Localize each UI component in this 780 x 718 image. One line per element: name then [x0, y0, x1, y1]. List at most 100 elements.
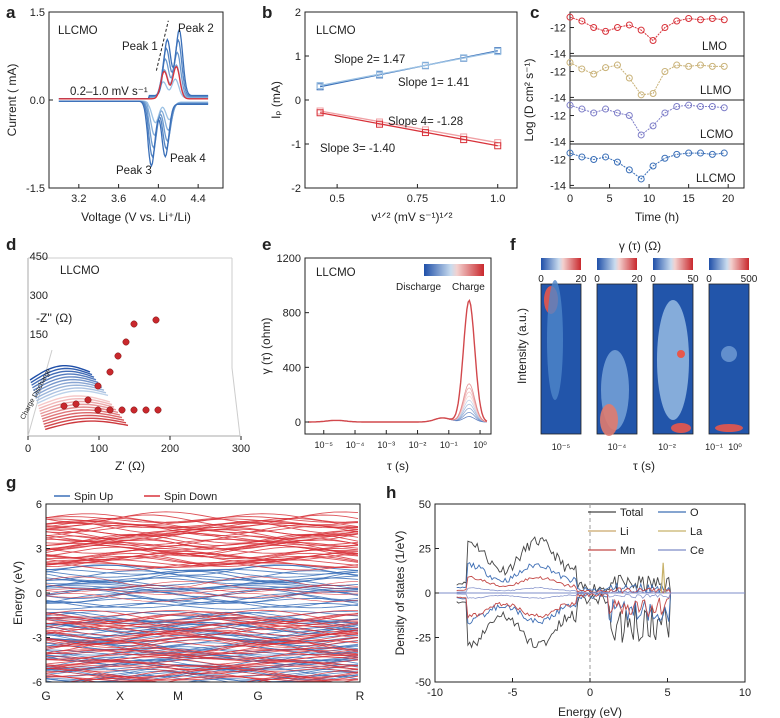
- fit-line: [319, 110, 498, 144]
- impedance-sphere: [72, 400, 80, 408]
- band-line: [46, 522, 359, 529]
- impedance-sphere: [122, 338, 130, 346]
- band-line: [46, 552, 359, 566]
- band-line: [46, 550, 359, 561]
- x-tick-label: 300: [232, 443, 250, 455]
- band-line: [46, 528, 359, 540]
- diffusion-point: [661, 24, 669, 32]
- panel-g-ylabel: Energy (eV): [11, 561, 25, 625]
- y-tick-label: 0: [295, 417, 301, 429]
- x-tick-label: 3.2: [71, 193, 86, 205]
- band-line: [46, 649, 359, 656]
- panel-b-plot: 0.5 0.75 1.0 -2 -1 0 1 2: [291, 7, 505, 205]
- impedance-sphere: [118, 406, 126, 414]
- data-point: [316, 109, 324, 117]
- band-line: [46, 511, 359, 523]
- band-line: [46, 664, 359, 670]
- impedance-sphere: [154, 406, 162, 414]
- panel-e-letter: e: [262, 235, 271, 254]
- diffusion-point: [578, 17, 586, 25]
- colorbar-max-label: 500: [741, 274, 758, 285]
- impedance-sphere: [106, 406, 114, 414]
- la-dos-peak: [660, 562, 666, 594]
- band-line: [46, 591, 359, 598]
- band-line: [46, 622, 359, 635]
- band-line: [46, 570, 359, 581]
- diffusion-series-line: [569, 152, 725, 180]
- diffusion-point: [625, 21, 633, 29]
- band-line: [46, 675, 359, 682]
- band-line: [46, 621, 359, 631]
- fit-line: [319, 50, 498, 87]
- x-tick-label: 0: [567, 193, 573, 205]
- panel-a-cv-curves: [58, 20, 209, 168]
- box-edge: [231, 367, 241, 437]
- band-line: [46, 616, 359, 626]
- x-tick-label: 10⁻⁵: [552, 442, 571, 452]
- diffusion-point: [602, 153, 610, 161]
- colorbar-min-label: 0: [594, 274, 600, 285]
- band-line: [46, 568, 359, 575]
- x-tick-label: 0: [587, 687, 593, 699]
- lcmo-label: LCMO: [700, 129, 733, 141]
- legend-charge: Charge: [452, 282, 485, 293]
- x-tick-label: 10⁰: [728, 442, 742, 452]
- data-point: [316, 81, 324, 89]
- impedance-spectrum: [37, 395, 111, 407]
- lmo-label: LMO: [702, 41, 727, 53]
- panel-f-xlabel: τ (s): [633, 459, 655, 473]
- x-tick-label: G: [41, 689, 50, 703]
- legend-spin-up: Spin Up: [74, 491, 113, 503]
- panel-b-letter: b: [262, 3, 272, 22]
- x-tick-label: 5: [606, 193, 612, 205]
- panel-e-frame: [304, 257, 492, 435]
- impedance-spectrum: [36, 387, 107, 402]
- y-tick-label: -14: [550, 180, 566, 192]
- impedance-sphere: [130, 406, 138, 414]
- impedance-spectrum: [42, 412, 123, 423]
- y-tick-label: -1: [291, 139, 301, 151]
- impedance-spectrum: [45, 420, 129, 431]
- impedance-spectrum: [44, 417, 127, 428]
- impedance-sphere: [94, 406, 102, 414]
- panel-e-material-label: LLCMO: [316, 267, 356, 279]
- y-tick-label: -1.5: [26, 183, 45, 195]
- colorbar-max-label: 50: [687, 274, 699, 285]
- x-tick-label: 5: [664, 687, 670, 699]
- impedance-spectrum: [35, 384, 105, 399]
- diffusion-point: [697, 16, 704, 24]
- y-tick-label: 25: [419, 544, 431, 556]
- diffusion-point: [708, 102, 716, 110]
- band-line: [46, 621, 359, 630]
- y-tick-label: 300: [30, 290, 48, 302]
- y-tick-label: 1: [295, 51, 301, 63]
- band-line: [46, 514, 359, 527]
- x-tick-label: X: [116, 689, 124, 703]
- diffusion-point: [613, 61, 621, 69]
- x-tick-label: 10⁻⁵: [315, 440, 334, 450]
- band-line: [46, 665, 359, 678]
- x-tick-label: 10⁻²: [409, 440, 427, 450]
- diffusion-point: [673, 150, 681, 158]
- diffusion-point: [697, 61, 704, 69]
- band-line: [46, 597, 359, 604]
- panel-e-legend-colorbar: [424, 264, 484, 276]
- panel-c-xlabel: Time (h): [635, 210, 679, 224]
- panel-b-ylabel: Iₚ (mA): [269, 81, 283, 119]
- cv-cathodic-curve: [58, 100, 209, 159]
- x-tick-label: 10⁻³: [377, 440, 395, 450]
- x-tick-label: 15: [683, 193, 695, 205]
- dos-curve: [456, 592, 673, 649]
- y-tick-label: 1200: [277, 253, 301, 265]
- cv-cathodic-curve: [58, 100, 209, 168]
- x-tick-label: R: [356, 689, 365, 703]
- y-tick-label: -6: [32, 677, 42, 689]
- impedance-sphere: [94, 382, 102, 390]
- cv-cathodic-curve: [58, 100, 209, 137]
- legend-entry: Li: [620, 526, 629, 538]
- slope-3-label: Slope 3= -1.40: [320, 143, 395, 155]
- band-line: [46, 629, 359, 640]
- y-tick-label: -14: [550, 92, 566, 104]
- band-line: [46, 517, 359, 529]
